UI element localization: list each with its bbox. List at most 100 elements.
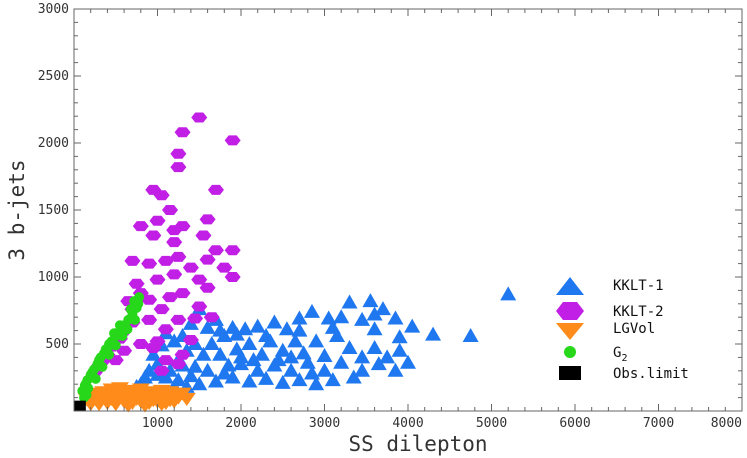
- point-kklt-1-52: [341, 340, 358, 355]
- point-g2-36: [79, 392, 90, 403]
- point-kklt-1-82: [258, 327, 275, 342]
- point-kklt-1-43: [241, 336, 258, 350]
- point-kklt-2-0: [191, 112, 208, 123]
- axis-ticks: 1000 2000 3000 4000 5000 6000 7000 8000 500 1000 1…: [38, 2, 742, 431]
- y-tick-label-2500: 2500: [38, 69, 69, 84]
- legend-label-g2-name: G: [613, 345, 621, 361]
- point-kklt-2-60: [132, 339, 149, 349]
- y-tick-label-1000: 1000: [38, 270, 69, 285]
- legend-label-lgvol: LGVol: [613, 321, 655, 337]
- x-tick-label-1000: 1000: [142, 416, 173, 431]
- legend-label-g2-subscript: 2: [621, 353, 627, 364]
- legend-label-obs-limit: Obs.limit: [613, 366, 689, 382]
- x-tick-label-8000: 8000: [711, 416, 742, 431]
- point-g2-32: [122, 324, 133, 335]
- point-kklt-1-85: [245, 352, 262, 367]
- point-kklt-1-78: [291, 372, 308, 387]
- point-kklt-2-14: [174, 221, 191, 232]
- point-kklt-2-24: [216, 262, 233, 273]
- point-kklt-1-9: [366, 321, 383, 336]
- point-kklt-1-74: [224, 369, 241, 384]
- point-kklt-2-19: [224, 245, 241, 256]
- point-kklt-2-55: [157, 355, 174, 366]
- point-g2-20: [109, 328, 120, 339]
- point-kklt-1-38: [195, 346, 212, 361]
- point-kklt-1-79: [308, 376, 325, 391]
- point-kklt-1-40: [212, 346, 229, 361]
- point-kklt-2-25: [224, 272, 241, 282]
- point-kklt-2-26: [149, 274, 166, 285]
- point-kklt-1-76: [258, 370, 275, 385]
- point-kklt-2-23: [199, 254, 216, 265]
- point-kklt-2-28: [166, 269, 183, 280]
- point-kklt-1-51: [329, 327, 346, 342]
- point-kklt-1-55: [379, 349, 396, 364]
- point-kklt-1-64: [283, 362, 300, 377]
- point-kklt-2-16: [195, 230, 212, 241]
- point-kklt-2-20: [124, 255, 141, 266]
- point-kklt-1-49: [308, 333, 325, 348]
- point-kklt-1-1: [462, 327, 479, 342]
- point-kklt-1-73: [207, 373, 224, 388]
- point-kklt-1-8: [354, 311, 371, 326]
- y-tick-label-1500: 1500: [38, 203, 69, 218]
- point-kklt-1-56: [391, 342, 408, 357]
- point-kklt-1-15: [266, 314, 283, 329]
- point-kklt-1-84: [233, 349, 249, 364]
- point-kklt-2-41: [203, 312, 220, 323]
- point-kklt-1-69: [199, 362, 216, 377]
- legend-entry-kklt-1: KKLT-1: [556, 277, 664, 295]
- point-kklt-1-5: [374, 301, 391, 316]
- point-kklt-1-86: [270, 352, 287, 367]
- point-g2-19: [114, 320, 125, 331]
- point-kklt-2-8: [162, 205, 179, 215]
- point-kklt-1-80: [324, 372, 341, 387]
- data-points: [73, 112, 517, 413]
- point-kklt-2-10: [132, 221, 149, 232]
- point-g2-30: [110, 340, 121, 351]
- legend-label-kklt-1: KKLT-1: [613, 278, 664, 294]
- point-kklt-1-12: [303, 303, 320, 318]
- point-kklt-1-94: [291, 322, 308, 337]
- point-kklt-1-88: [345, 369, 362, 384]
- x-tick-label-4000: 4000: [392, 416, 423, 431]
- point-g2-33: [129, 314, 140, 325]
- point-kklt-1-2: [425, 326, 442, 341]
- point-kklt-1-4: [387, 310, 404, 325]
- point-kklt-1-97: [391, 329, 408, 344]
- point-kklt-1-13: [291, 310, 308, 325]
- point-kklt-2-54: [174, 349, 191, 360]
- point-g2-18: [125, 304, 136, 315]
- point-kklt-2-11: [149, 215, 166, 226]
- point-kklt-1-81: [283, 349, 300, 364]
- point-kklt-2-22: [157, 255, 174, 266]
- point-kklt-2-2: [174, 127, 191, 138]
- point-kklt-2-51: [157, 324, 174, 335]
- point-kklt-2-58: [145, 343, 162, 354]
- point-kklt-1-7: [341, 294, 358, 309]
- point-kklt-1-44: [253, 346, 270, 361]
- point-kklt-1-21: [199, 319, 216, 334]
- point-kklt-1-68: [216, 365, 233, 380]
- point-kklt-1-60: [354, 362, 371, 377]
- point-kklt-1-25: [166, 333, 183, 348]
- point-kklt-2-17: [170, 251, 187, 262]
- y-axis-title: 3 b-jets: [5, 159, 29, 260]
- y-tick-label-2000: 2000: [38, 136, 69, 151]
- point-kklt-1-58: [387, 362, 404, 377]
- point-kklt-1-61: [333, 354, 350, 369]
- legend-marker-lgvol: [556, 323, 584, 340]
- x-tick-label-3000: 3000: [309, 416, 340, 431]
- point-g2-28: [97, 361, 108, 372]
- legend-marker-kklt-2: [556, 302, 584, 320]
- legend-label-g2: G2: [613, 345, 627, 364]
- point-lgvol-40: [127, 392, 146, 406]
- x-tick-label-7000: 7000: [643, 416, 674, 431]
- point-kklt-1-70: [182, 368, 199, 383]
- x-axis-title: SS dilepton: [348, 432, 487, 456]
- point-kklt-2-27: [128, 278, 145, 289]
- point-kklt-1-6: [362, 293, 379, 308]
- point-kklt-1-16: [249, 318, 266, 333]
- y-tick-label-500: 500: [46, 337, 69, 352]
